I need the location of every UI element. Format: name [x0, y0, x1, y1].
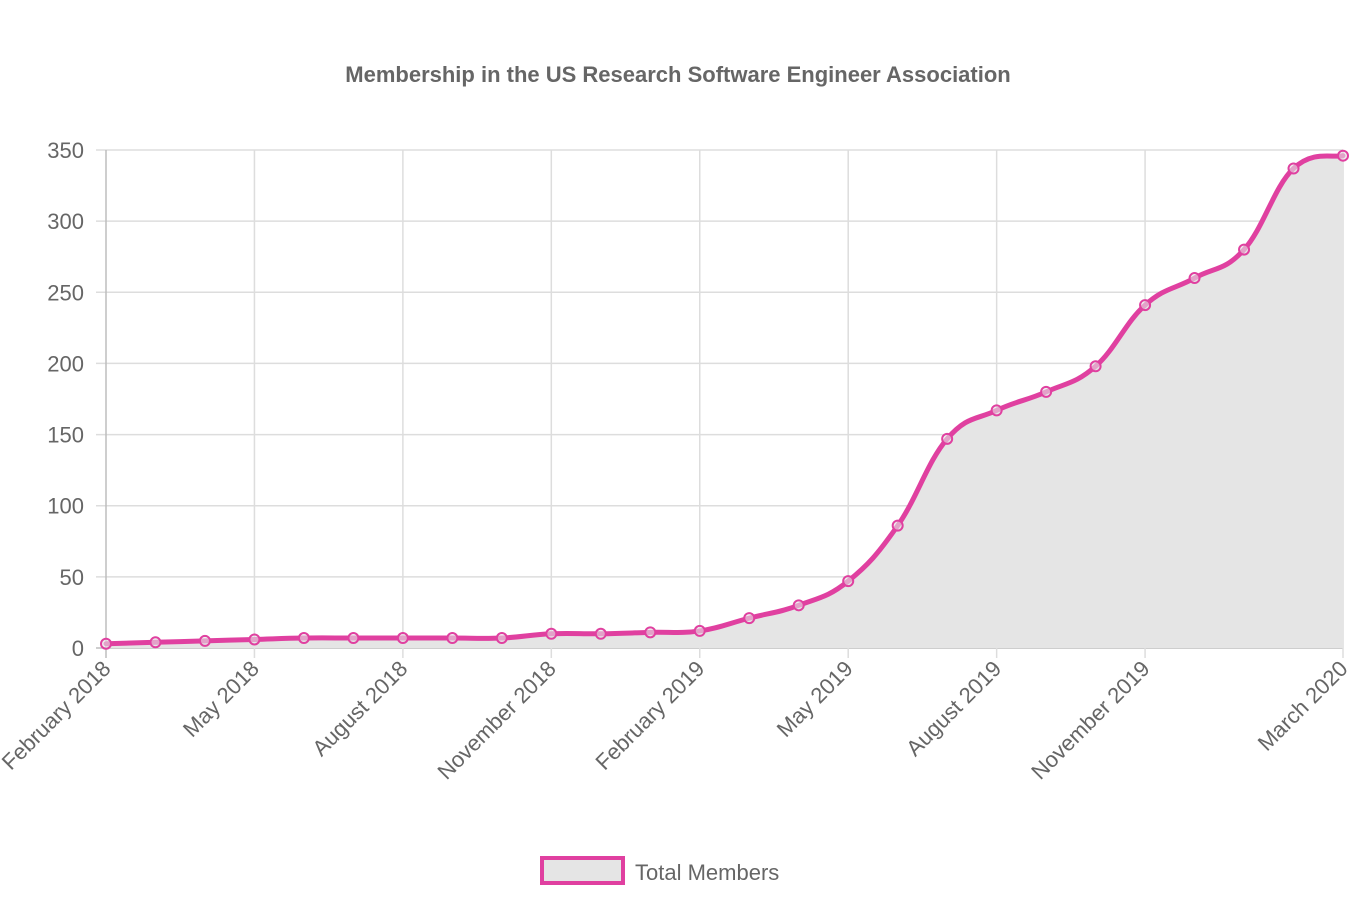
data-point[interactable] [446, 632, 459, 645]
data-point[interactable] [495, 632, 508, 645]
chart-title: Membership in the US Research Software E… [345, 62, 1010, 87]
x-axis-ticks: February 2018 May 2018 August 2018 November… [0, 656, 1353, 784]
x-tick-label: November 2019 [1026, 656, 1154, 784]
x-tick-label: February 2018 [0, 656, 116, 775]
y-tick-label: 150 [47, 423, 84, 448]
data-point[interactable] [198, 634, 211, 647]
y-axis-ticks: 0 50 100 150 200 250 300 350 [47, 138, 84, 661]
x-tick-label: February 2019 [590, 656, 709, 775]
data-point[interactable] [941, 432, 954, 445]
y-tick-label: 0 [72, 636, 84, 661]
y-tick-label: 50 [60, 565, 84, 590]
data-point[interactable] [990, 404, 1003, 417]
data-point[interactable] [891, 519, 904, 532]
data-point[interactable] [594, 627, 607, 640]
data-point[interactable] [693, 624, 706, 637]
x-tick-label: March 2020 [1253, 656, 1353, 756]
x-tick-label: November 2018 [432, 656, 560, 784]
data-point[interactable] [545, 627, 558, 640]
legend[interactable]: Total Members [540, 856, 779, 885]
y-tick-label: 250 [47, 280, 84, 305]
data-point[interactable] [149, 636, 162, 649]
data-point[interactable] [1337, 149, 1349, 162]
data-point[interactable] [842, 575, 855, 588]
data-point[interactable] [248, 633, 261, 646]
data-point[interactable] [1287, 162, 1300, 175]
data-point[interactable] [297, 632, 310, 645]
data-point[interactable] [100, 637, 112, 650]
data-point[interactable] [1139, 299, 1152, 312]
data-point[interactable] [743, 612, 756, 625]
data-point[interactable] [1238, 243, 1251, 256]
x-tick-label: May 2019 [772, 656, 858, 742]
data-points [100, 149, 1349, 650]
legend-swatch[interactable] [540, 856, 625, 885]
data-point[interactable] [792, 599, 805, 612]
x-tick-label: August 2019 [901, 656, 1006, 761]
series-area-fill [106, 155, 1343, 649]
data-point[interactable] [1089, 360, 1102, 373]
y-tick-label: 100 [47, 494, 84, 519]
data-point[interactable] [1040, 385, 1053, 398]
legend-label[interactable]: Total Members [635, 860, 779, 885]
data-point[interactable] [644, 626, 657, 639]
data-point[interactable] [347, 632, 360, 645]
x-tick-label: August 2018 [307, 656, 412, 761]
y-tick-label: 200 [47, 351, 84, 376]
data-point[interactable] [1188, 272, 1201, 285]
y-tick-label: 300 [47, 209, 84, 234]
y-tick-label: 350 [47, 138, 84, 163]
x-tick-label: May 2018 [178, 656, 264, 742]
data-point[interactable] [396, 632, 409, 645]
grid-lines [96, 149, 1344, 658]
